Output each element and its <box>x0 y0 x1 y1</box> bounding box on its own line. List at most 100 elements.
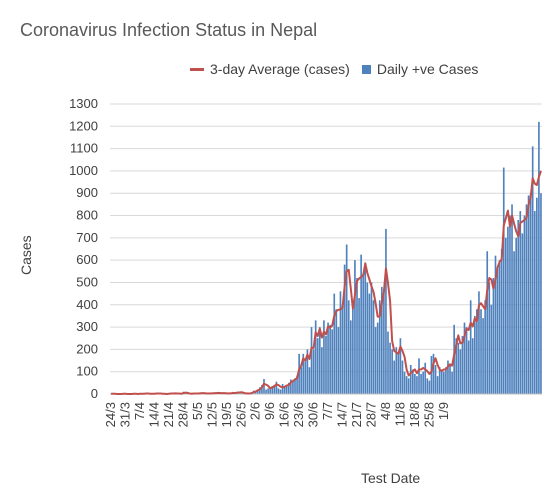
bar-daily-cases <box>455 338 458 394</box>
bar-daily-cases <box>426 378 429 394</box>
bar-daily-cases <box>405 376 408 394</box>
bar-daily-cases <box>411 369 414 394</box>
y-tick-label: 500 <box>76 274 98 289</box>
bar-daily-cases <box>502 167 505 394</box>
bar-daily-cases <box>517 220 520 394</box>
bar-daily-cases <box>457 342 460 394</box>
bar-daily-cases <box>484 300 486 394</box>
bar-daily-cases <box>376 322 379 394</box>
x-tick-label: 7/7 <box>320 402 335 420</box>
bar-daily-cases <box>318 327 321 394</box>
bar-daily-cases <box>519 211 522 394</box>
bar-daily-cases <box>314 320 317 394</box>
y-axis-title: Cases <box>18 235 34 275</box>
bar-daily-cases <box>298 353 300 394</box>
bar-daily-cases <box>478 291 480 394</box>
bar-daily-cases <box>529 193 532 394</box>
x-tick-label: 21/7 <box>349 402 364 427</box>
bar-daily-cases <box>430 356 433 394</box>
bar-daily-cases <box>391 349 393 394</box>
bar-daily-cases <box>428 380 431 394</box>
bar-daily-cases <box>283 387 286 394</box>
bar-daily-cases <box>273 385 276 394</box>
bar-daily-cases <box>335 309 338 394</box>
legend-line-swatch <box>190 67 204 71</box>
bar-daily-cases <box>263 379 265 394</box>
bar-daily-cases <box>438 367 441 394</box>
bar-daily-cases <box>304 360 307 394</box>
bar-daily-cases <box>538 121 540 394</box>
bar-daily-cases <box>527 195 530 394</box>
bar-daily-cases <box>463 322 466 394</box>
bar-daily-cases <box>281 383 284 394</box>
bar-daily-cases <box>536 197 538 394</box>
x-tick-label: 5/5 <box>190 402 205 420</box>
bar-daily-cases <box>287 382 290 394</box>
bar-daily-cases <box>259 387 261 394</box>
bar-daily-cases <box>540 193 542 394</box>
bar-daily-cases <box>531 146 534 394</box>
bar-daily-cases <box>486 251 489 394</box>
x-tick-label: 25/8 <box>421 402 436 427</box>
x-tick-label: 1/9 <box>436 402 451 420</box>
bar-daily-cases <box>461 336 464 394</box>
line-3day-average <box>111 170 542 395</box>
bar-daily-cases <box>395 347 398 394</box>
bar-daily-cases <box>422 371 424 394</box>
bar-daily-cases <box>310 327 313 394</box>
x-tick-label: 12/5 <box>204 402 219 427</box>
bar-daily-cases <box>341 304 344 394</box>
bar-daily-cases <box>265 389 267 394</box>
y-tick-label: 1200 <box>69 118 98 133</box>
bar-daily-cases <box>442 371 445 394</box>
bar-daily-cases <box>467 340 470 394</box>
legend-label-daily: Daily +ve Cases <box>376 61 479 77</box>
bar-daily-cases <box>302 353 305 394</box>
bar-daily-cases <box>474 315 476 394</box>
bar-daily-cases <box>356 278 358 394</box>
y-tick-label: 0 <box>91 386 98 401</box>
bar-daily-cases <box>533 211 536 394</box>
bar-daily-cases <box>447 360 449 394</box>
y-tick-label: 1300 <box>69 96 98 111</box>
bar-daily-cases <box>469 300 472 394</box>
y-tick-label: 1100 <box>70 141 98 156</box>
bar-daily-cases <box>407 378 410 394</box>
bar-daily-cases <box>323 320 325 394</box>
x-tick-label: 23/6 <box>291 402 306 427</box>
bar-daily-cases <box>279 389 282 394</box>
bar-daily-cases <box>523 215 526 394</box>
bar-daily-cases <box>509 215 511 394</box>
bar-daily-cases <box>480 309 482 394</box>
bar-daily-cases <box>414 373 416 394</box>
x-tick-label: 18/8 <box>407 402 422 427</box>
bar-daily-cases <box>366 282 369 394</box>
bar-daily-cases <box>385 228 387 394</box>
bar-daily-cases <box>399 338 402 394</box>
legend: 3-day Average (cases) Daily +ve Cases <box>190 61 490 77</box>
bar-daily-cases <box>327 322 329 394</box>
bar-daily-cases <box>240 392 243 394</box>
bar-daily-cases <box>343 264 346 394</box>
x-tick-label: 16/6 <box>277 402 292 427</box>
y-tick-label: 700 <box>76 230 98 245</box>
x-tick-label: 28/7 <box>363 402 378 427</box>
y-tick-label: 800 <box>76 208 98 223</box>
bar-daily-cases <box>261 385 263 394</box>
bar-daily-cases <box>277 388 280 394</box>
bar-daily-cases <box>300 367 303 394</box>
bar-daily-cases <box>432 353 435 394</box>
bar-daily-cases <box>269 387 272 394</box>
bar-daily-cases <box>449 365 451 394</box>
bar-daily-cases <box>505 237 507 394</box>
bar-daily-cases <box>358 298 360 394</box>
x-tick-label: 4/8 <box>378 402 393 420</box>
y-tick-label: 1000 <box>69 163 98 178</box>
bar-daily-cases <box>465 327 468 394</box>
bar-daily-cases <box>362 273 365 394</box>
bar-daily-cases <box>370 282 373 394</box>
bar-daily-cases <box>256 389 259 394</box>
y-tick-label: 300 <box>76 319 98 334</box>
y-tick-label: 100 <box>76 364 98 379</box>
bar-daily-cases <box>294 378 296 394</box>
